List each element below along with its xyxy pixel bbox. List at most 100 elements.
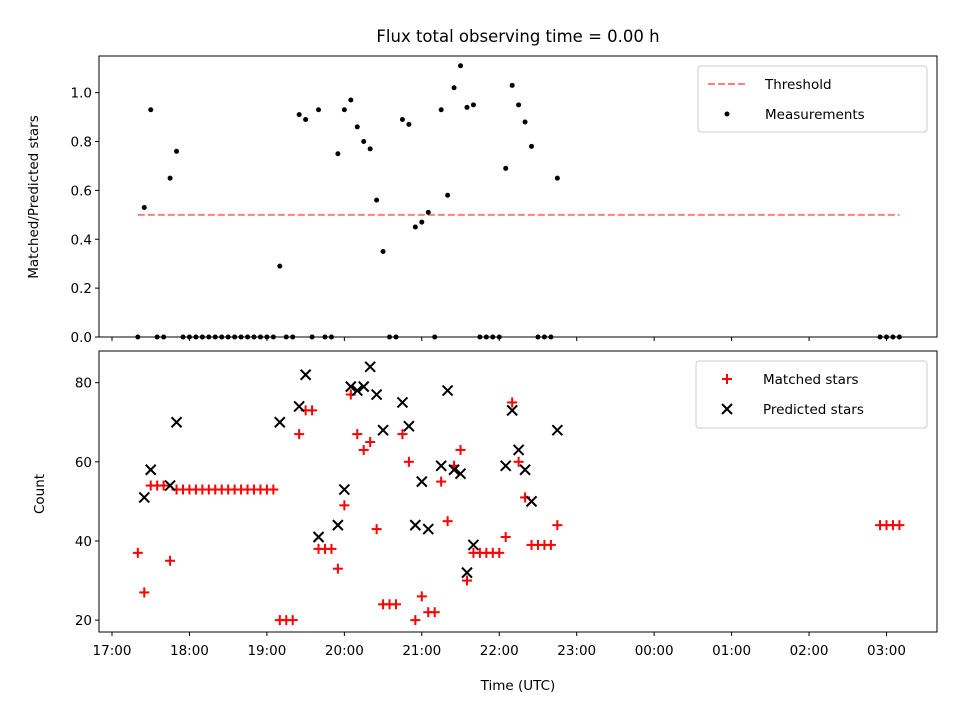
predicted-point — [519, 464, 531, 476]
predicted-point — [351, 384, 363, 397]
top-y-tick-label: 0.0 — [71, 330, 92, 346]
matched-point — [139, 587, 150, 598]
bottom-axes-frame — [98, 350, 938, 633]
predicted-point — [525, 495, 538, 508]
bottom-x-tick-label: 03:00 — [867, 643, 906, 659]
matched-point — [416, 591, 427, 602]
matched-point — [390, 599, 401, 610]
matched-point — [500, 532, 511, 543]
measurement-point — [380, 248, 386, 254]
top-y-tick-label: 0.6 — [71, 183, 92, 199]
bottom-x-axis: 17:00 18:00 19:00 20:00 21:00 22:00 23:00 00:00… — [93, 632, 906, 659]
predicted-point — [441, 384, 454, 397]
matched-point — [352, 429, 363, 440]
matched-point — [545, 539, 556, 550]
bottom-y-tick-label: 60 — [75, 455, 92, 471]
measurement-point — [141, 204, 147, 210]
matched-point — [365, 437, 376, 448]
top-y-tick-label: 1.0 — [71, 86, 92, 102]
bottom-x-tick-label: 17:00 — [93, 643, 132, 659]
measurement-point — [451, 85, 457, 91]
predicted-point — [396, 396, 409, 409]
measurement-point — [522, 119, 528, 125]
predicted-point — [435, 460, 447, 472]
measurement-point — [509, 82, 515, 88]
matched-point — [371, 524, 382, 535]
measurement-point — [367, 146, 373, 152]
predicted-point — [467, 539, 480, 551]
bottom-x-tick-label: 18:00 — [170, 643, 209, 659]
measurement-point — [335, 151, 341, 157]
measurement-point — [361, 139, 367, 145]
measurement-point — [277, 263, 283, 269]
chart-title: Flux total observing time = 0.00 h — [376, 27, 659, 46]
legend-matched-label: Matched stars — [763, 372, 859, 388]
matched-point — [403, 456, 414, 467]
matched-point — [307, 405, 318, 416]
predicted-point — [448, 464, 460, 476]
predicted-point — [461, 566, 473, 579]
measurement-point — [148, 107, 154, 113]
top-y-axis: 0.0 0.2 0.4 0.6 0.8 1.0 — [71, 86, 99, 346]
measurement-point — [348, 97, 354, 103]
predicted-point — [409, 519, 422, 531]
measurement-point — [374, 197, 380, 203]
matched-point — [552, 520, 563, 531]
predicted-point — [312, 531, 325, 543]
matched-point — [507, 397, 518, 408]
top-legend: Threshold Measurements — [697, 65, 928, 133]
measurement-point — [445, 192, 451, 198]
predicted-point — [512, 444, 525, 456]
measurement-point — [341, 107, 347, 113]
measurement-point — [458, 63, 464, 69]
predicted-point — [164, 479, 176, 492]
measurement-point — [412, 224, 418, 230]
matched-point — [429, 607, 440, 618]
bottom-y-axis: 20 40 60 80 — [75, 376, 99, 629]
matched-point — [268, 484, 279, 495]
predicted-point — [299, 369, 312, 381]
predicted-point — [345, 380, 357, 393]
bottom-x-tick-label: 02:00 — [790, 643, 829, 659]
bottom-x-tick-label: 22:00 — [480, 643, 519, 659]
bottom-x-tick-label: 00:00 — [635, 643, 674, 659]
measurement-point — [464, 104, 470, 110]
bottom-y-tick-label: 40 — [75, 534, 92, 550]
predicted-point — [145, 464, 157, 476]
matched-point — [165, 555, 176, 566]
bottom-legend: Matched stars Predicted stars — [695, 360, 928, 429]
top-y-tick-label: 0.2 — [71, 281, 92, 297]
predicted-point — [364, 361, 376, 373]
legend-plus-marker — [722, 374, 732, 384]
measurement-point — [529, 143, 535, 149]
matched-point — [436, 476, 447, 487]
predicted-point — [170, 416, 183, 428]
top-y-tick-label: 0.4 — [71, 232, 92, 248]
measurement-point — [419, 219, 425, 225]
predicted-point — [370, 388, 383, 401]
predicted-point — [274, 416, 286, 428]
predicted-point — [499, 460, 512, 472]
matched-point — [410, 615, 421, 626]
legend-predicted-label: Predicted stars — [763, 402, 864, 418]
top-x-axis — [111, 337, 887, 341]
measurement-point — [399, 117, 405, 123]
measurement-point — [503, 165, 509, 171]
legend-threshold-label: Threshold — [764, 77, 832, 93]
predicted-point — [358, 380, 370, 393]
bottom-x-tick-label: 01:00 — [712, 643, 751, 659]
predicted-point — [138, 491, 150, 504]
matched-point — [461, 575, 472, 586]
measurement-point — [354, 124, 360, 130]
measurement-point — [438, 107, 444, 113]
legend-measurements-swatch — [724, 111, 730, 117]
x-axis-label: Time (UTC) — [480, 678, 556, 694]
measurement-point — [425, 209, 431, 215]
bottom-x-tick-label: 19:00 — [247, 643, 286, 659]
matched-point — [132, 547, 143, 558]
predicted-point — [506, 404, 518, 417]
legend-measurements-label: Measurements — [765, 107, 865, 123]
matched-point — [358, 444, 369, 455]
top-y-tick-label: 0.8 — [71, 135, 92, 151]
